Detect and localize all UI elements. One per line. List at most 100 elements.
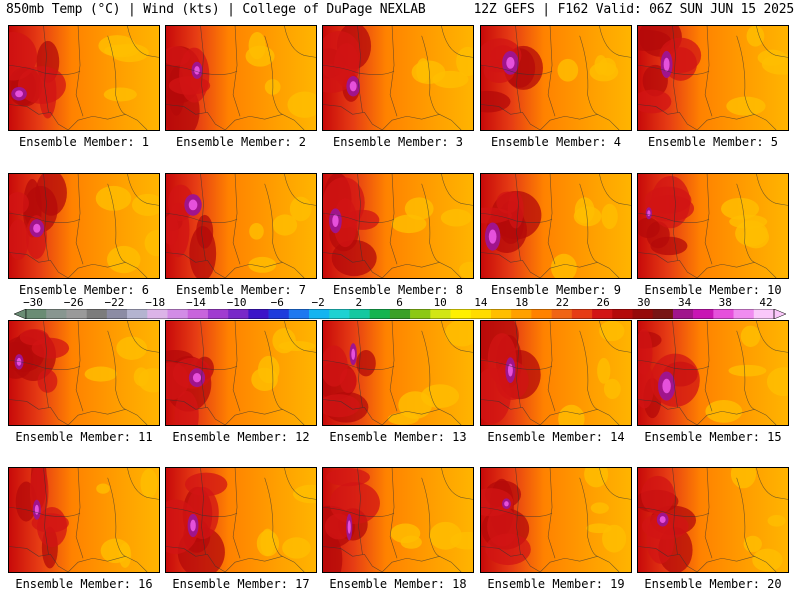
- map-boundary-line: [284, 174, 316, 206]
- map-boundary-line: [264, 183, 283, 263]
- colorbar-tick-label: −2: [311, 296, 325, 309]
- map-boundary-line: [421, 35, 440, 115]
- colorbar-bin: [349, 309, 370, 319]
- cooler-shading: [752, 548, 783, 572]
- colorbar-bin: [66, 309, 87, 319]
- cooler-shading: [138, 368, 159, 393]
- map-boundary-line: [481, 252, 541, 278]
- colorbar-bin: [228, 309, 249, 319]
- ensemble-member-map: [480, 173, 632, 279]
- hottest-core-inner: [662, 378, 671, 394]
- colorbar-bin: [288, 309, 310, 319]
- map-boundary-line: [704, 468, 713, 559]
- map-boundary-line: [638, 64, 710, 75]
- map-boundary-line: [704, 321, 713, 412]
- map-boundary-line: [264, 477, 283, 557]
- ensemble-member-map: [8, 25, 160, 131]
- colorbar-labels: −30 −26 −22 −18 −14 −10 −6 −2 2 6 10 14 18 22 26 30 34 38…: [0, 296, 800, 309]
- map-boundary-line: [127, 321, 159, 353]
- map-boundary-line: [323, 64, 395, 75]
- colorbar-bin: [369, 309, 391, 319]
- cooler-shading: [589, 62, 619, 82]
- map-boundary-line: [672, 468, 678, 555]
- warm-core-shading: [638, 363, 655, 409]
- cooler-shading: [599, 321, 625, 342]
- ensemble-member-label: Ensemble Member: 10: [644, 283, 782, 297]
- map-boundary-line: [441, 468, 473, 500]
- colorbar-bin: [450, 309, 472, 319]
- hottest-core-inner: [194, 66, 200, 75]
- map-boundary-line: [382, 261, 462, 278]
- map-boundary-line: [481, 506, 553, 517]
- map-boundary-line: [357, 321, 363, 408]
- cooler-shading: [767, 514, 786, 527]
- warm-core-shading: [638, 29, 671, 51]
- cooler-shading: [106, 245, 141, 274]
- map-boundary-line: [599, 468, 631, 500]
- map-boundary-line: [481, 104, 541, 130]
- colorbar-tick-label: −6: [270, 296, 284, 309]
- hottest-core-inner: [663, 57, 670, 72]
- colorbar-tick-label: −26: [63, 296, 84, 309]
- map-boundary-line: [9, 506, 81, 517]
- map-boundary-line: [75, 468, 84, 559]
- map-boundary-line: [441, 174, 473, 206]
- map-boundary-line: [736, 477, 755, 557]
- colorbar-bin: [26, 309, 47, 319]
- hottest-core-inner: [349, 81, 357, 92]
- colorbar-bin: [571, 309, 593, 319]
- map-boundary-line: [481, 64, 553, 75]
- map-boundary-line: [43, 321, 49, 408]
- warm-core-shading: [646, 221, 670, 249]
- hottest-core-inner: [347, 520, 351, 534]
- ensemble-member-map: [637, 467, 789, 573]
- map-boundary-line: [382, 408, 462, 425]
- cooler-shading: [728, 364, 767, 377]
- cooler-shading: [456, 46, 473, 77]
- map-boundary-line: [481, 399, 541, 425]
- map-boundary-line: [638, 104, 698, 130]
- cooler-shading: [458, 261, 473, 278]
- map-boundary-line: [638, 399, 698, 425]
- cooler-shading: [131, 193, 159, 216]
- cooler-shading: [260, 528, 275, 557]
- ensemble-member-label: Ensemble Member: 19: [487, 577, 625, 591]
- colorbar-bin: [46, 309, 67, 319]
- colorbar-bin: [470, 309, 492, 319]
- map-boundary-line: [481, 212, 553, 223]
- map-boundary-line: [284, 468, 316, 500]
- cooler-shading: [95, 185, 132, 211]
- warm-core-shading: [331, 239, 377, 277]
- map-boundary-line: [225, 555, 305, 572]
- colorbar-max-arrow: [773, 309, 786, 319]
- map-boundary-line: [382, 555, 462, 572]
- map-boundary-line: [357, 468, 363, 555]
- ensemble-member-map: [322, 320, 474, 426]
- map-boundary-line: [540, 555, 620, 572]
- cooler-shading: [289, 196, 312, 222]
- map-boundary-line: [672, 174, 678, 261]
- cooler-shading: [100, 538, 131, 564]
- warm-core-shading: [174, 390, 199, 425]
- colorbar-bin: [86, 309, 108, 319]
- hottest-core-inner: [332, 214, 339, 227]
- warm-core-shading: [638, 328, 653, 375]
- map-boundary-line: [232, 174, 241, 265]
- ensemble-member-map: [480, 25, 632, 131]
- ensemble-member-map: [480, 467, 632, 573]
- cooler-shading: [84, 366, 117, 382]
- cooler-shading: [272, 214, 298, 236]
- map-boundary-line: [441, 26, 473, 58]
- hottest-core-inner: [659, 516, 666, 524]
- colorbar-tick-label: 34: [677, 296, 692, 309]
- hottest-core-inner: [504, 501, 509, 507]
- map-boundary-line: [540, 113, 620, 130]
- ensemble-member-map: [8, 320, 160, 426]
- colorbar-tick-label: 22: [555, 296, 570, 309]
- ensemble-member-label: Ensemble Member: 6: [18, 283, 150, 297]
- map-boundary-line: [638, 212, 710, 223]
- warm-core-shading: [481, 90, 511, 113]
- map-boundary-line: [515, 321, 521, 408]
- cooler-shading: [597, 357, 611, 384]
- colorbar-tick-label: −10: [226, 296, 247, 309]
